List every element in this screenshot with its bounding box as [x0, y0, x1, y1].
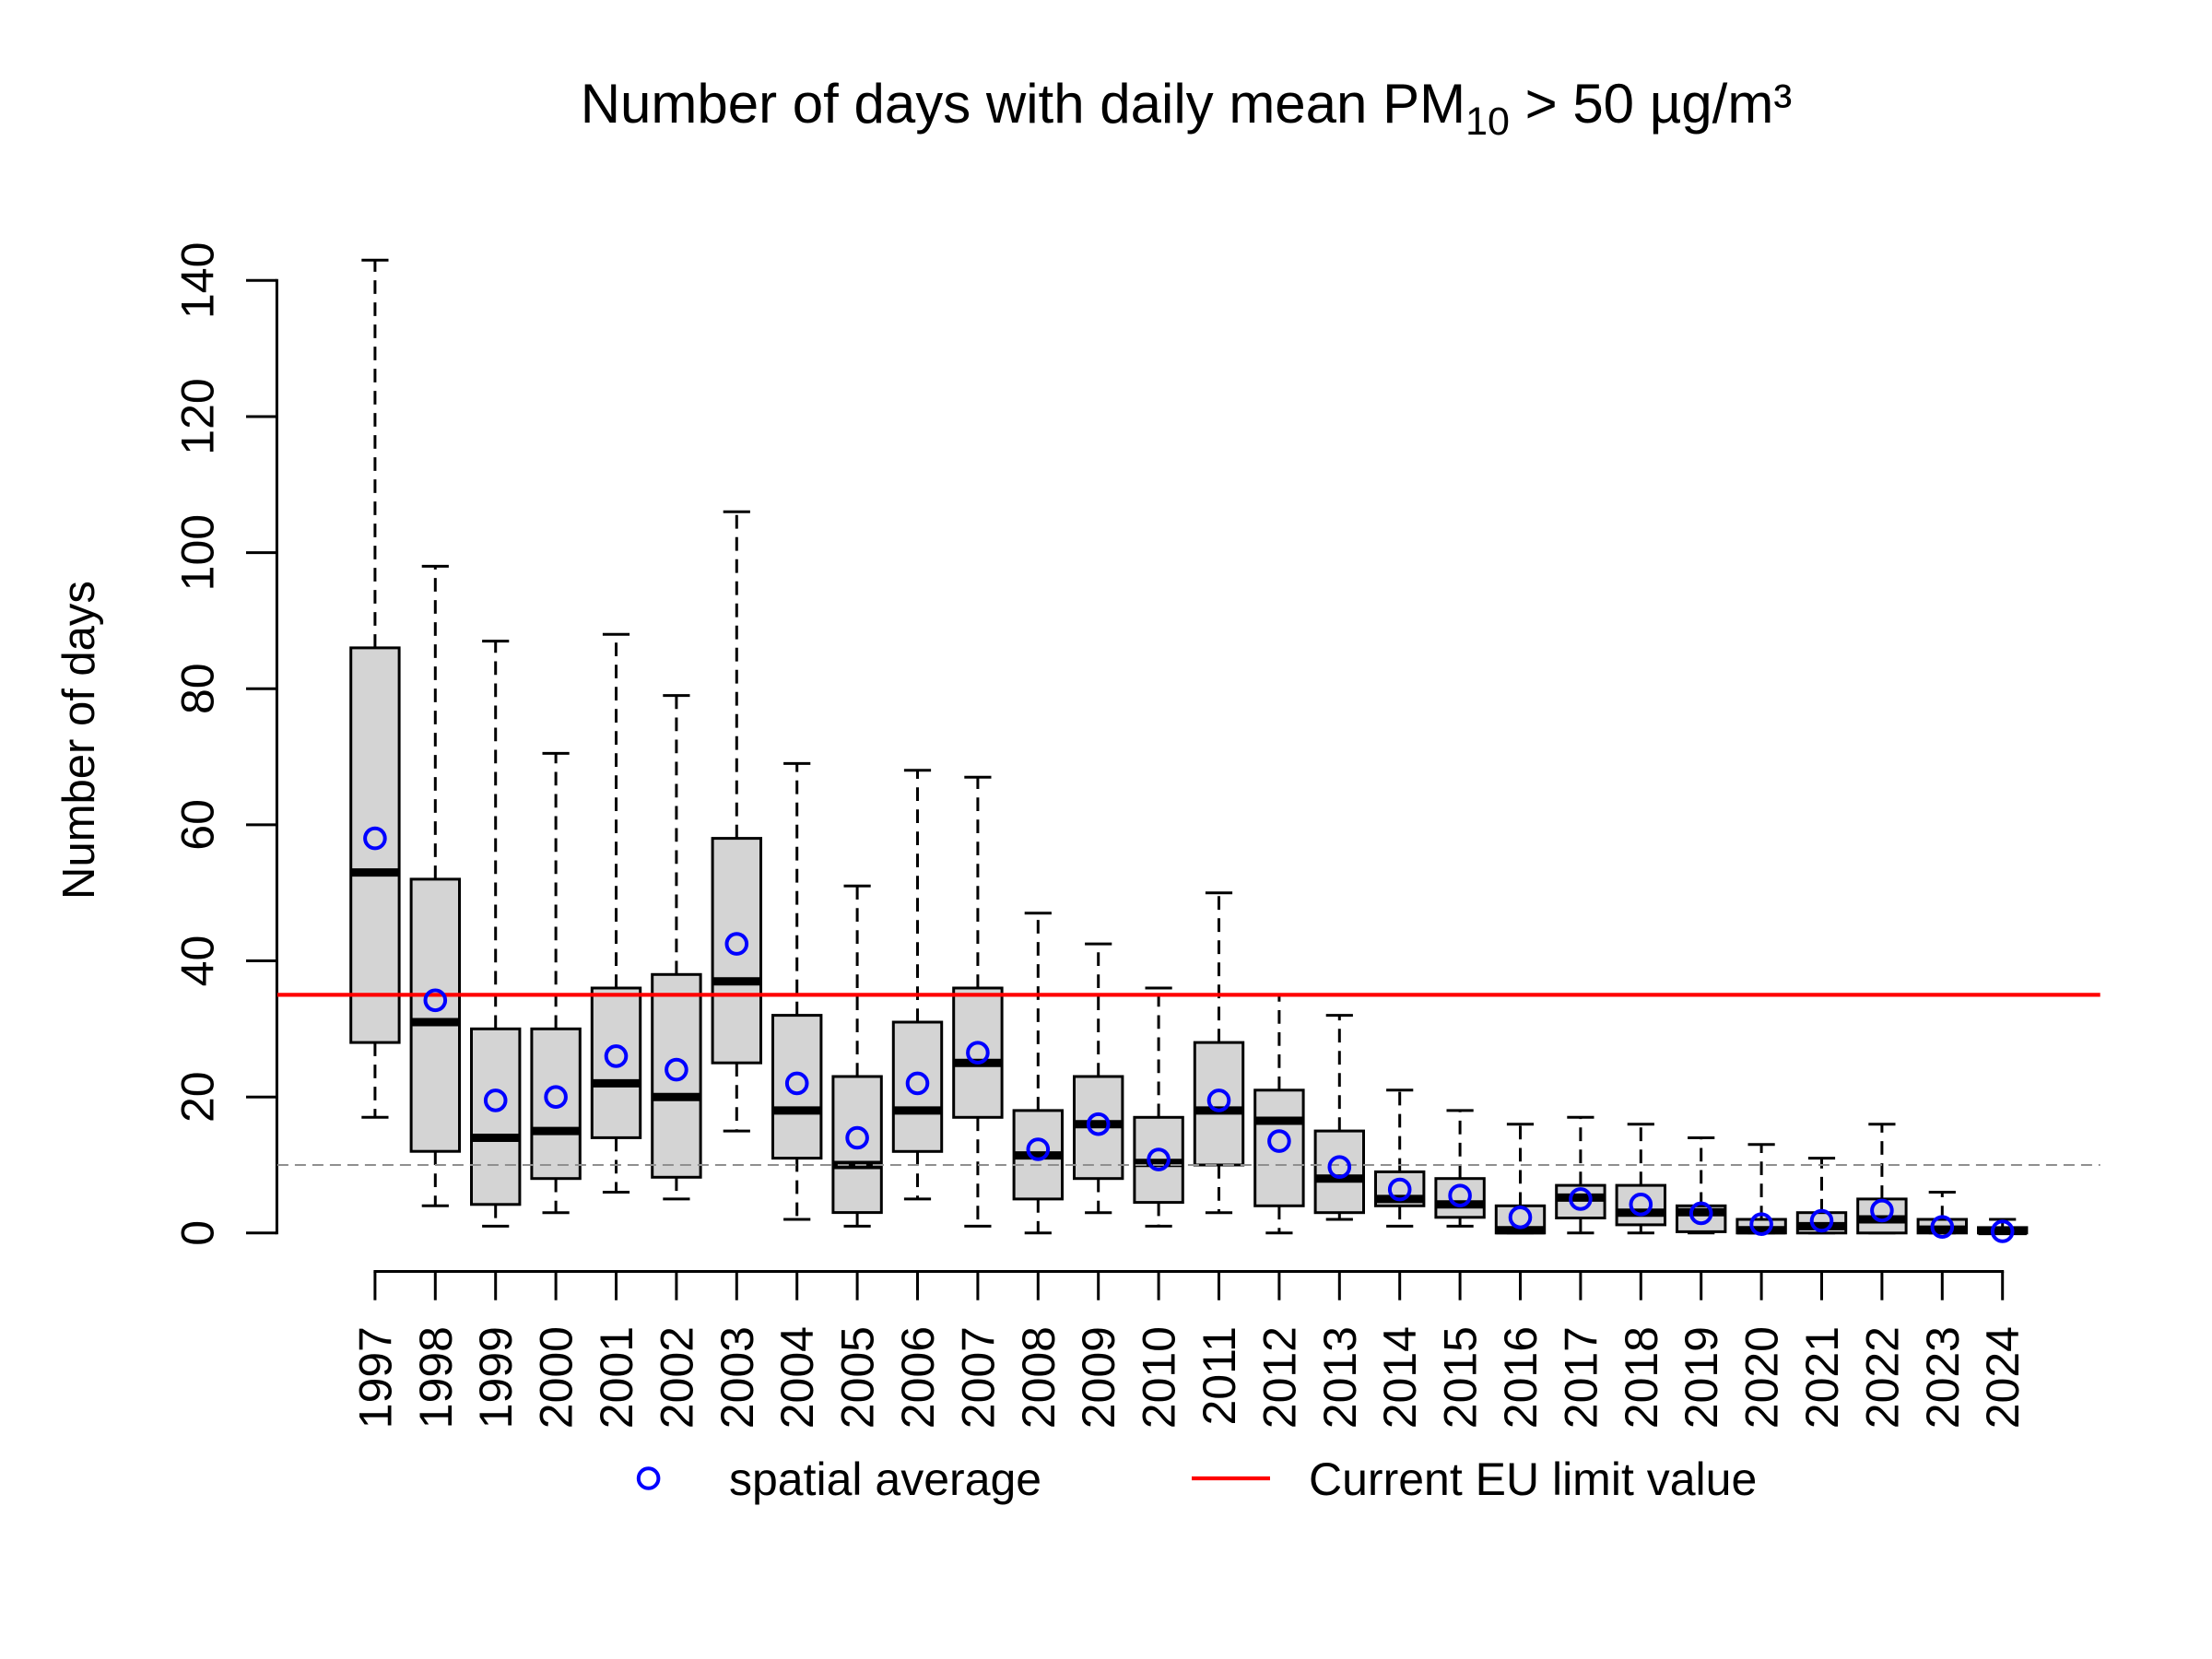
svg-text:2010: 2010: [1134, 1326, 1185, 1429]
svg-text:2014: 2014: [1374, 1326, 1426, 1429]
svg-text:2004: 2004: [771, 1326, 823, 1429]
svg-text:2013: 2013: [1314, 1326, 1366, 1429]
svg-text:2021: 2021: [1796, 1326, 1848, 1429]
svg-text:spatial average: spatial average: [729, 1453, 1041, 1505]
svg-text:2020: 2020: [1736, 1326, 1788, 1429]
svg-text:2012: 2012: [1253, 1326, 1305, 1429]
svg-text:2018: 2018: [1616, 1326, 1667, 1429]
svg-text:Current EU limit value: Current EU limit value: [1309, 1453, 1757, 1505]
svg-text:2009: 2009: [1073, 1326, 1124, 1429]
svg-text:0: 0: [172, 1220, 224, 1246]
svg-text:2022: 2022: [1856, 1326, 1908, 1429]
svg-text:1998: 1998: [410, 1326, 462, 1429]
svg-text:2024: 2024: [1977, 1326, 2029, 1429]
svg-text:100: 100: [172, 514, 224, 591]
svg-text:1997: 1997: [349, 1326, 401, 1429]
svg-text:120: 120: [172, 378, 224, 454]
svg-text:2000: 2000: [531, 1326, 582, 1429]
svg-text:2001: 2001: [591, 1326, 642, 1429]
svg-text:2005: 2005: [832, 1326, 884, 1429]
svg-text:Number of days: Number of days: [54, 581, 104, 900]
svg-text:80: 80: [172, 663, 224, 714]
svg-text:2016: 2016: [1495, 1326, 1547, 1429]
svg-text:2008: 2008: [1013, 1326, 1065, 1429]
svg-text:2003: 2003: [712, 1326, 763, 1429]
svg-text:Number of days with daily mean: Number of days with daily mean PM10 > 50…: [581, 73, 1793, 144]
svg-text:2015: 2015: [1435, 1326, 1487, 1429]
svg-text:2017: 2017: [1555, 1326, 1606, 1429]
svg-text:2019: 2019: [1676, 1326, 1727, 1429]
svg-text:40: 40: [172, 935, 224, 987]
svg-text:2011: 2011: [1194, 1326, 1245, 1426]
svg-text:2023: 2023: [1917, 1326, 1969, 1429]
svg-text:1999: 1999: [470, 1326, 522, 1429]
svg-text:2002: 2002: [651, 1326, 702, 1429]
svg-text:140: 140: [172, 242, 224, 319]
svg-text:60: 60: [172, 799, 224, 851]
svg-text:2007: 2007: [952, 1326, 1004, 1429]
svg-text:20: 20: [172, 1071, 224, 1123]
svg-text:2006: 2006: [892, 1326, 944, 1429]
